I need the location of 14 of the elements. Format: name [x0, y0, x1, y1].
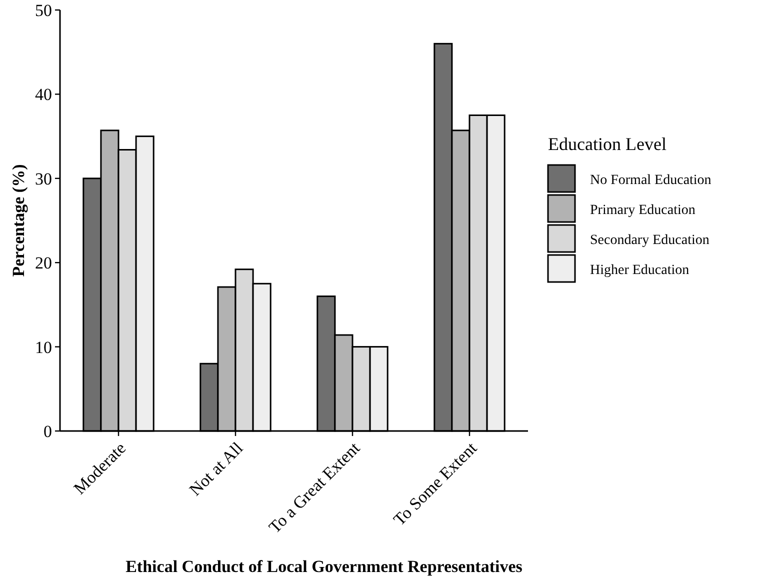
x-axis-title: Ethical Conduct of Local Government Representatives	[126, 557, 523, 576]
legend-label: Higher Education	[590, 262, 690, 278]
y-tick-label: 50	[35, 0, 52, 20]
y-tick-label: 10	[35, 338, 52, 357]
y-tick-label: 20	[35, 254, 52, 273]
legend-label: Primary Education	[590, 202, 696, 218]
legend-label: No Formal Education	[590, 172, 712, 188]
y-axis-title: Percentage (%)	[9, 164, 28, 277]
y-tick-label: 40	[35, 85, 52, 104]
legend-title: Education Level	[548, 134, 666, 154]
y-tick-label: 30	[35, 169, 52, 188]
x-tick-label: Not at All	[186, 438, 247, 500]
legend-label: Secondary Education	[590, 232, 710, 248]
y-tick-label: 0	[44, 422, 52, 441]
